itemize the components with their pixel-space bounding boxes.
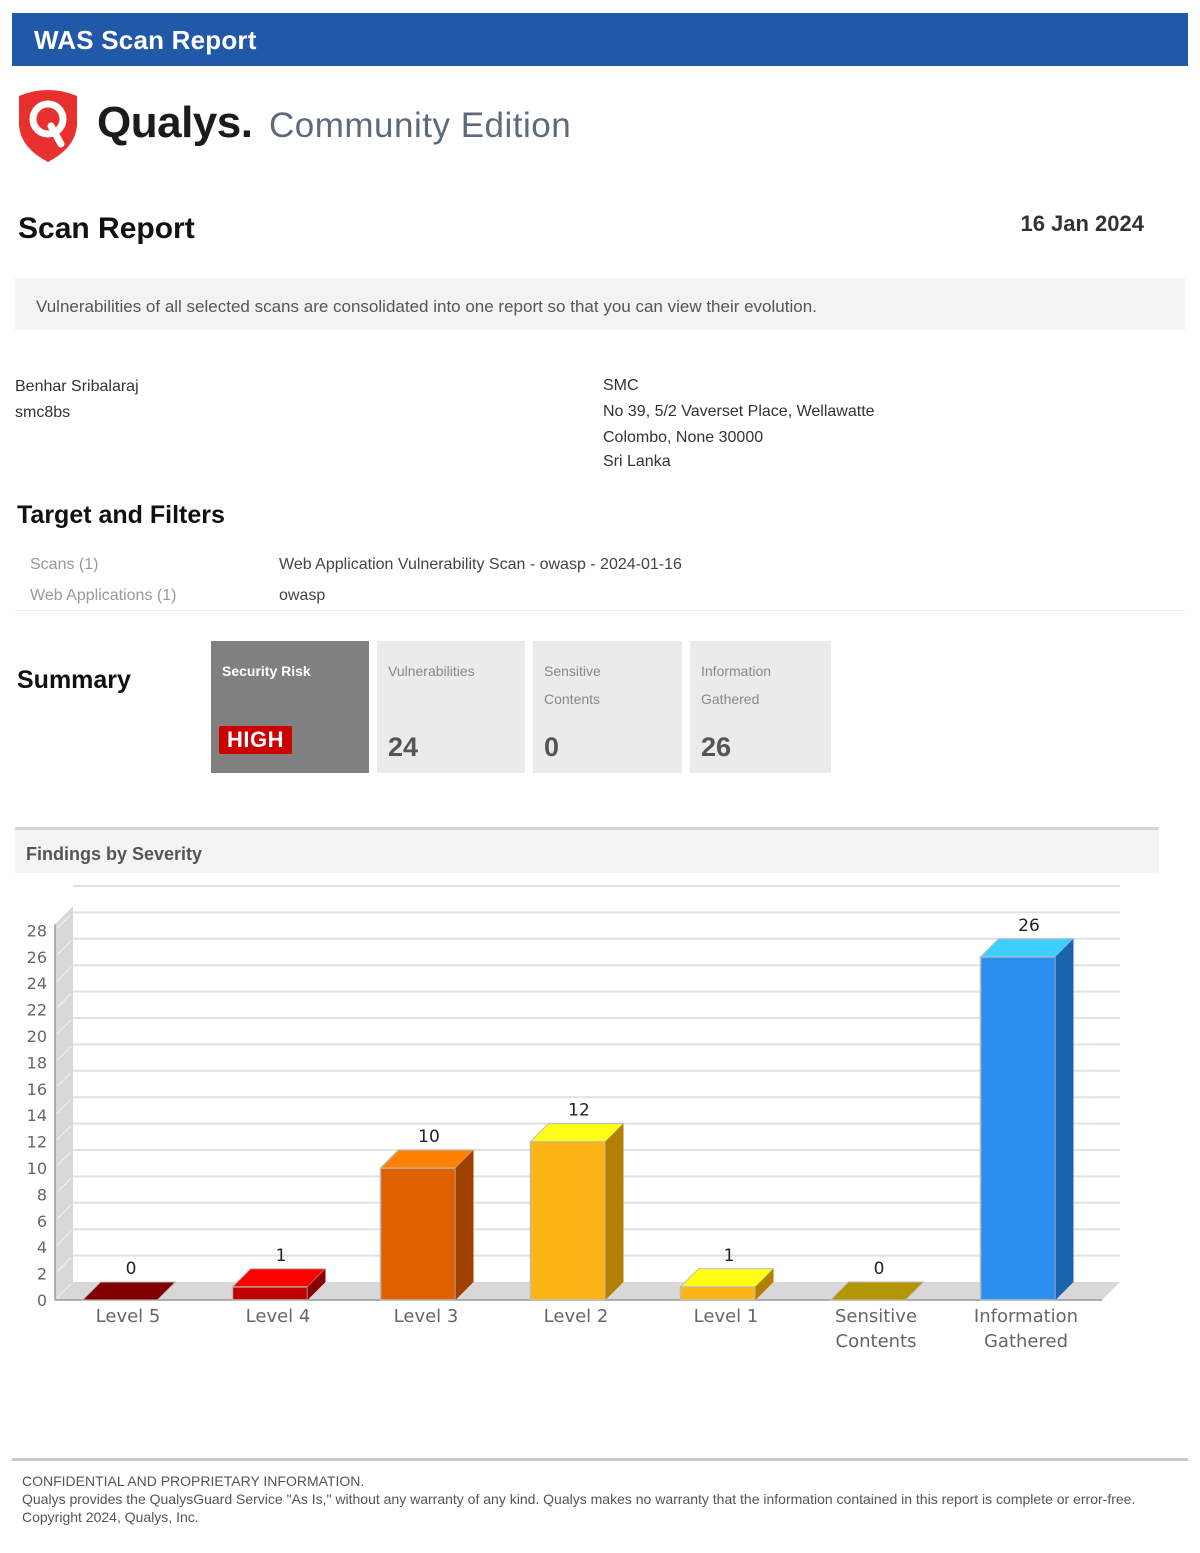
bar-front — [679, 1286, 757, 1301]
notice-box: Vulnerabilities of all selected scans ar… — [15, 278, 1185, 330]
filter-value: Web Application Vulnerability Scan - owa… — [279, 556, 682, 573]
x-category-label: Level 5 — [96, 1306, 161, 1327]
y-tick-label: 8 — [37, 1185, 47, 1204]
filter-label: Web Applications (1) — [30, 587, 177, 604]
findings-header: Findings by Severity — [15, 827, 1159, 873]
y-tick-label: 10 — [27, 1159, 47, 1178]
bar-front — [231, 1286, 309, 1301]
tile-label: Information Gathered — [701, 663, 772, 707]
findings-title: Findings by Severity — [26, 844, 203, 864]
tile-label: Security Risk — [222, 663, 311, 679]
y-tick-label: 2 — [37, 1265, 47, 1284]
y-tick-label: 6 — [37, 1212, 47, 1231]
company-address-line1: No 39, 5/2 Vaverset Place, Wellawatte — [603, 403, 875, 420]
bar-top — [529, 1123, 625, 1143]
company-address-line2: Colombo, None 30000 — [603, 429, 764, 446]
bar-value-label: 10 — [418, 1127, 440, 1147]
filter-label: Scans (1) — [30, 556, 99, 573]
tile-label: Vulnerabilities — [388, 663, 475, 679]
y-tick-label: 24 — [27, 974, 47, 993]
tile-value: 24 — [388, 732, 419, 762]
user-name: Benhar Sribalaraj — [15, 378, 139, 395]
footer: CONFIDENTIAL AND PROPRIETARY INFORMATION… — [22, 1472, 1172, 1526]
y-tick-label: 22 — [27, 1001, 47, 1020]
chart-side-wall — [55, 906, 73, 1300]
vulnerabilities-tile: Vulnerabilities 24 — [377, 641, 525, 773]
x-category-label: Level 4 — [246, 1306, 311, 1327]
risk-level-badge: HIGH — [219, 726, 292, 754]
y-tick-label: 20 — [27, 1027, 47, 1046]
bar-side — [455, 1150, 474, 1300]
y-tick-label: 12 — [27, 1133, 47, 1152]
bar-side — [1055, 938, 1074, 1300]
bar-value-label: 12 — [568, 1101, 590, 1121]
x-category-label: Information — [974, 1306, 1078, 1327]
tile-label: Sensitive Contents — [544, 663, 601, 707]
bar-value-label: 1 — [276, 1246, 287, 1266]
bar-front — [529, 1140, 607, 1301]
y-tick-label: 28 — [27, 921, 47, 940]
y-tick-label: 4 — [37, 1238, 47, 1257]
company-country: Sri Lanka — [603, 453, 671, 470]
qualys-logo: Qualys. Community Edition — [15, 86, 635, 162]
tile-value: 0 — [544, 732, 560, 762]
x-category-label: Contents — [836, 1331, 917, 1352]
summary-title: Summary — [17, 666, 131, 694]
tile-value: 26 — [701, 732, 732, 762]
x-category-label: Gathered — [984, 1331, 1068, 1352]
footer-divider — [12, 1458, 1188, 1461]
company-name: SMC — [603, 377, 639, 394]
user-login: smc8bs — [15, 404, 71, 421]
user-info: Benhar Sribalaraj smc8bs — [15, 374, 139, 426]
y-tick-label: 18 — [27, 1053, 47, 1072]
y-tick-label: 16 — [27, 1080, 47, 1099]
qualys-shield-icon — [19, 90, 77, 162]
bar-front — [379, 1167, 457, 1301]
bar-top — [829, 1281, 925, 1301]
report-banner: WAS Scan Report — [12, 13, 1188, 66]
security-risk-tile: Security Risk HIGH — [211, 641, 369, 773]
footer-text: Qualys provides the QualysGuard Service … — [22, 1491, 1136, 1525]
bar-top — [979, 938, 1075, 958]
y-tick-label: 26 — [27, 948, 47, 967]
logo-brand: Qualys. — [97, 98, 253, 147]
filters-table: Scans (1) Web Application Vulnerability … — [15, 551, 1185, 611]
bar-front — [979, 956, 1057, 1301]
target-filters-title: Target and Filters — [17, 501, 225, 529]
findings-bar-chart: 0 2 4 6 8 10 12 14 16 18 20 22 24 26 28 0 Level 5 1 Level … — [0, 880, 1200, 1370]
sensitive-contents-tile: Sensitive Contents 0 — [533, 641, 682, 773]
bar-side — [605, 1123, 624, 1300]
y-tick-label: 14 — [27, 1106, 47, 1125]
x-category-label: Level 3 — [394, 1306, 459, 1327]
footer-heading: CONFIDENTIAL AND PROPRIETARY INFORMATION… — [22, 1473, 365, 1489]
page-title: Scan Report — [18, 212, 195, 245]
x-category-label: Level 1 — [694, 1306, 759, 1327]
notice-text: Vulnerabilities of all selected scans ar… — [36, 297, 817, 316]
report-date: 16 Jan 2024 — [1020, 211, 1144, 236]
bar-value-label: 26 — [1018, 916, 1040, 936]
y-tick-label: 0 — [37, 1291, 47, 1310]
x-category-label: Sensitive — [835, 1306, 917, 1327]
bar-side — [755, 1268, 774, 1300]
bar-value-label: 0 — [874, 1259, 885, 1279]
information-gathered-tile: Information Gathered 26 — [690, 641, 831, 773]
bar-value-label: 0 — [126, 1259, 137, 1279]
bar-side — [307, 1268, 326, 1300]
logo-edition: Community Edition — [269, 106, 572, 145]
filter-value: owasp — [279, 587, 326, 604]
banner-title: WAS Scan Report — [34, 25, 257, 55]
bar-top — [81, 1281, 177, 1301]
bar-value-label: 1 — [724, 1246, 735, 1266]
x-category-label: Level 2 — [544, 1306, 609, 1327]
company-info: SMC No 39, 5/2 Vaverset Place, Wellawatt… — [603, 374, 875, 474]
